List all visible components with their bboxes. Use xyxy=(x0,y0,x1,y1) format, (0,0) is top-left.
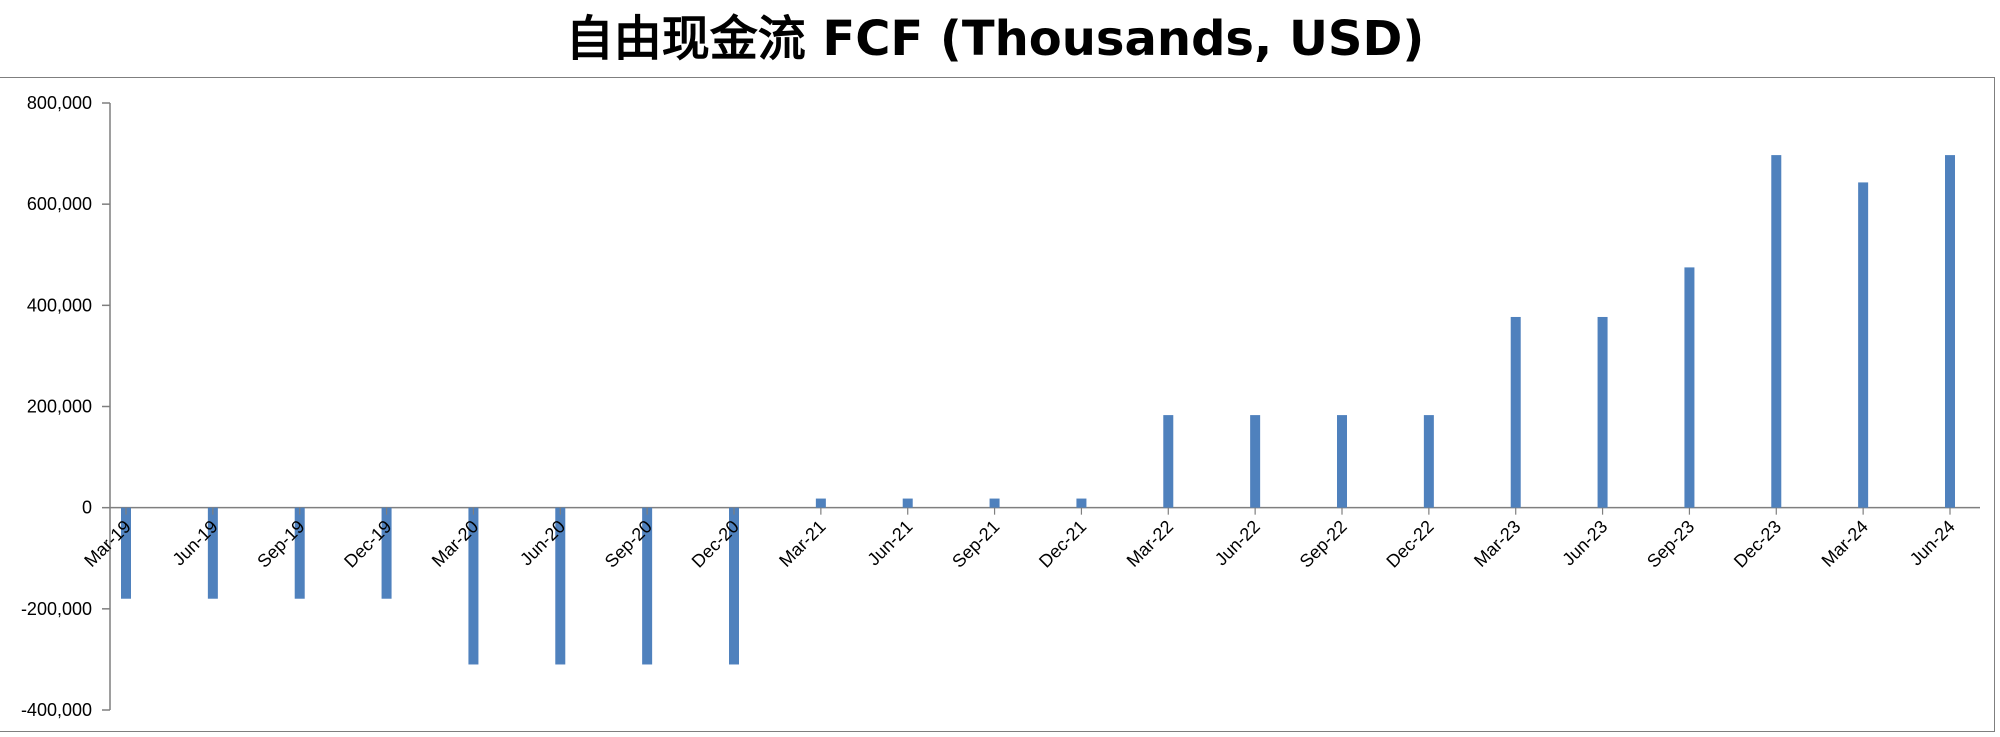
y-tick-label: 400,000 xyxy=(27,295,92,315)
x-tick-label: Sep-22 xyxy=(1296,516,1351,571)
x-tick-label: Dec-21 xyxy=(1035,516,1090,571)
bar xyxy=(121,507,131,599)
bar xyxy=(1597,316,1608,508)
plot-area: 800,000 600,000 400,000 200,000 0 -200,000 -40… xyxy=(0,77,1995,732)
bar xyxy=(1510,316,1521,508)
x-tick-label: Mar-21 xyxy=(775,516,829,570)
x-tick-label: Sep-21 xyxy=(948,516,1003,571)
y-tick-label: 800,000 xyxy=(27,93,92,113)
bar xyxy=(1423,415,1434,508)
bar xyxy=(555,507,566,665)
x-tick-label: Mar-24 xyxy=(1818,516,1872,570)
chart-title: 自由现金流 FCF (Thousands, USD) xyxy=(565,11,1425,67)
y-tick-label: -400,000 xyxy=(21,700,92,720)
bar xyxy=(1163,415,1174,508)
bar xyxy=(1076,498,1087,508)
y-tick-label: 0 xyxy=(82,498,92,518)
x-tick-label: Dec-23 xyxy=(1730,516,1785,571)
bar xyxy=(1337,415,1347,508)
bar xyxy=(294,507,305,599)
x-tick-label: Mar-22 xyxy=(1123,516,1177,570)
bar xyxy=(207,507,218,599)
bar xyxy=(1945,155,1955,508)
bar xyxy=(1771,155,1782,508)
y-tick-label: 600,000 xyxy=(27,194,92,214)
bar xyxy=(902,498,913,508)
bar-chart: 800,000 600,000 400,000 200,000 0 -200,000 -40… xyxy=(21,93,1980,720)
bar xyxy=(989,498,1000,508)
bar xyxy=(1684,267,1695,508)
bar xyxy=(381,507,392,599)
x-tick-label: Jun-22 xyxy=(1211,516,1264,569)
bar xyxy=(815,498,826,508)
x-tick-label: Jun-24 xyxy=(1906,516,1959,569)
bar xyxy=(1858,182,1869,508)
y-tick-label: -200,000 xyxy=(21,599,92,619)
x-tick-label: Jun-21 xyxy=(863,516,916,569)
x-tick-label: Sep-23 xyxy=(1643,516,1698,571)
x-tick-label: Dec-22 xyxy=(1383,516,1438,571)
bar xyxy=(729,507,739,665)
y-tick-label: 200,000 xyxy=(27,397,92,417)
bar xyxy=(642,507,653,665)
bar xyxy=(1250,415,1261,508)
x-tick-label: Jun-23 xyxy=(1558,516,1611,569)
x-tick-label: Mar-23 xyxy=(1470,516,1524,570)
bar xyxy=(468,507,479,665)
